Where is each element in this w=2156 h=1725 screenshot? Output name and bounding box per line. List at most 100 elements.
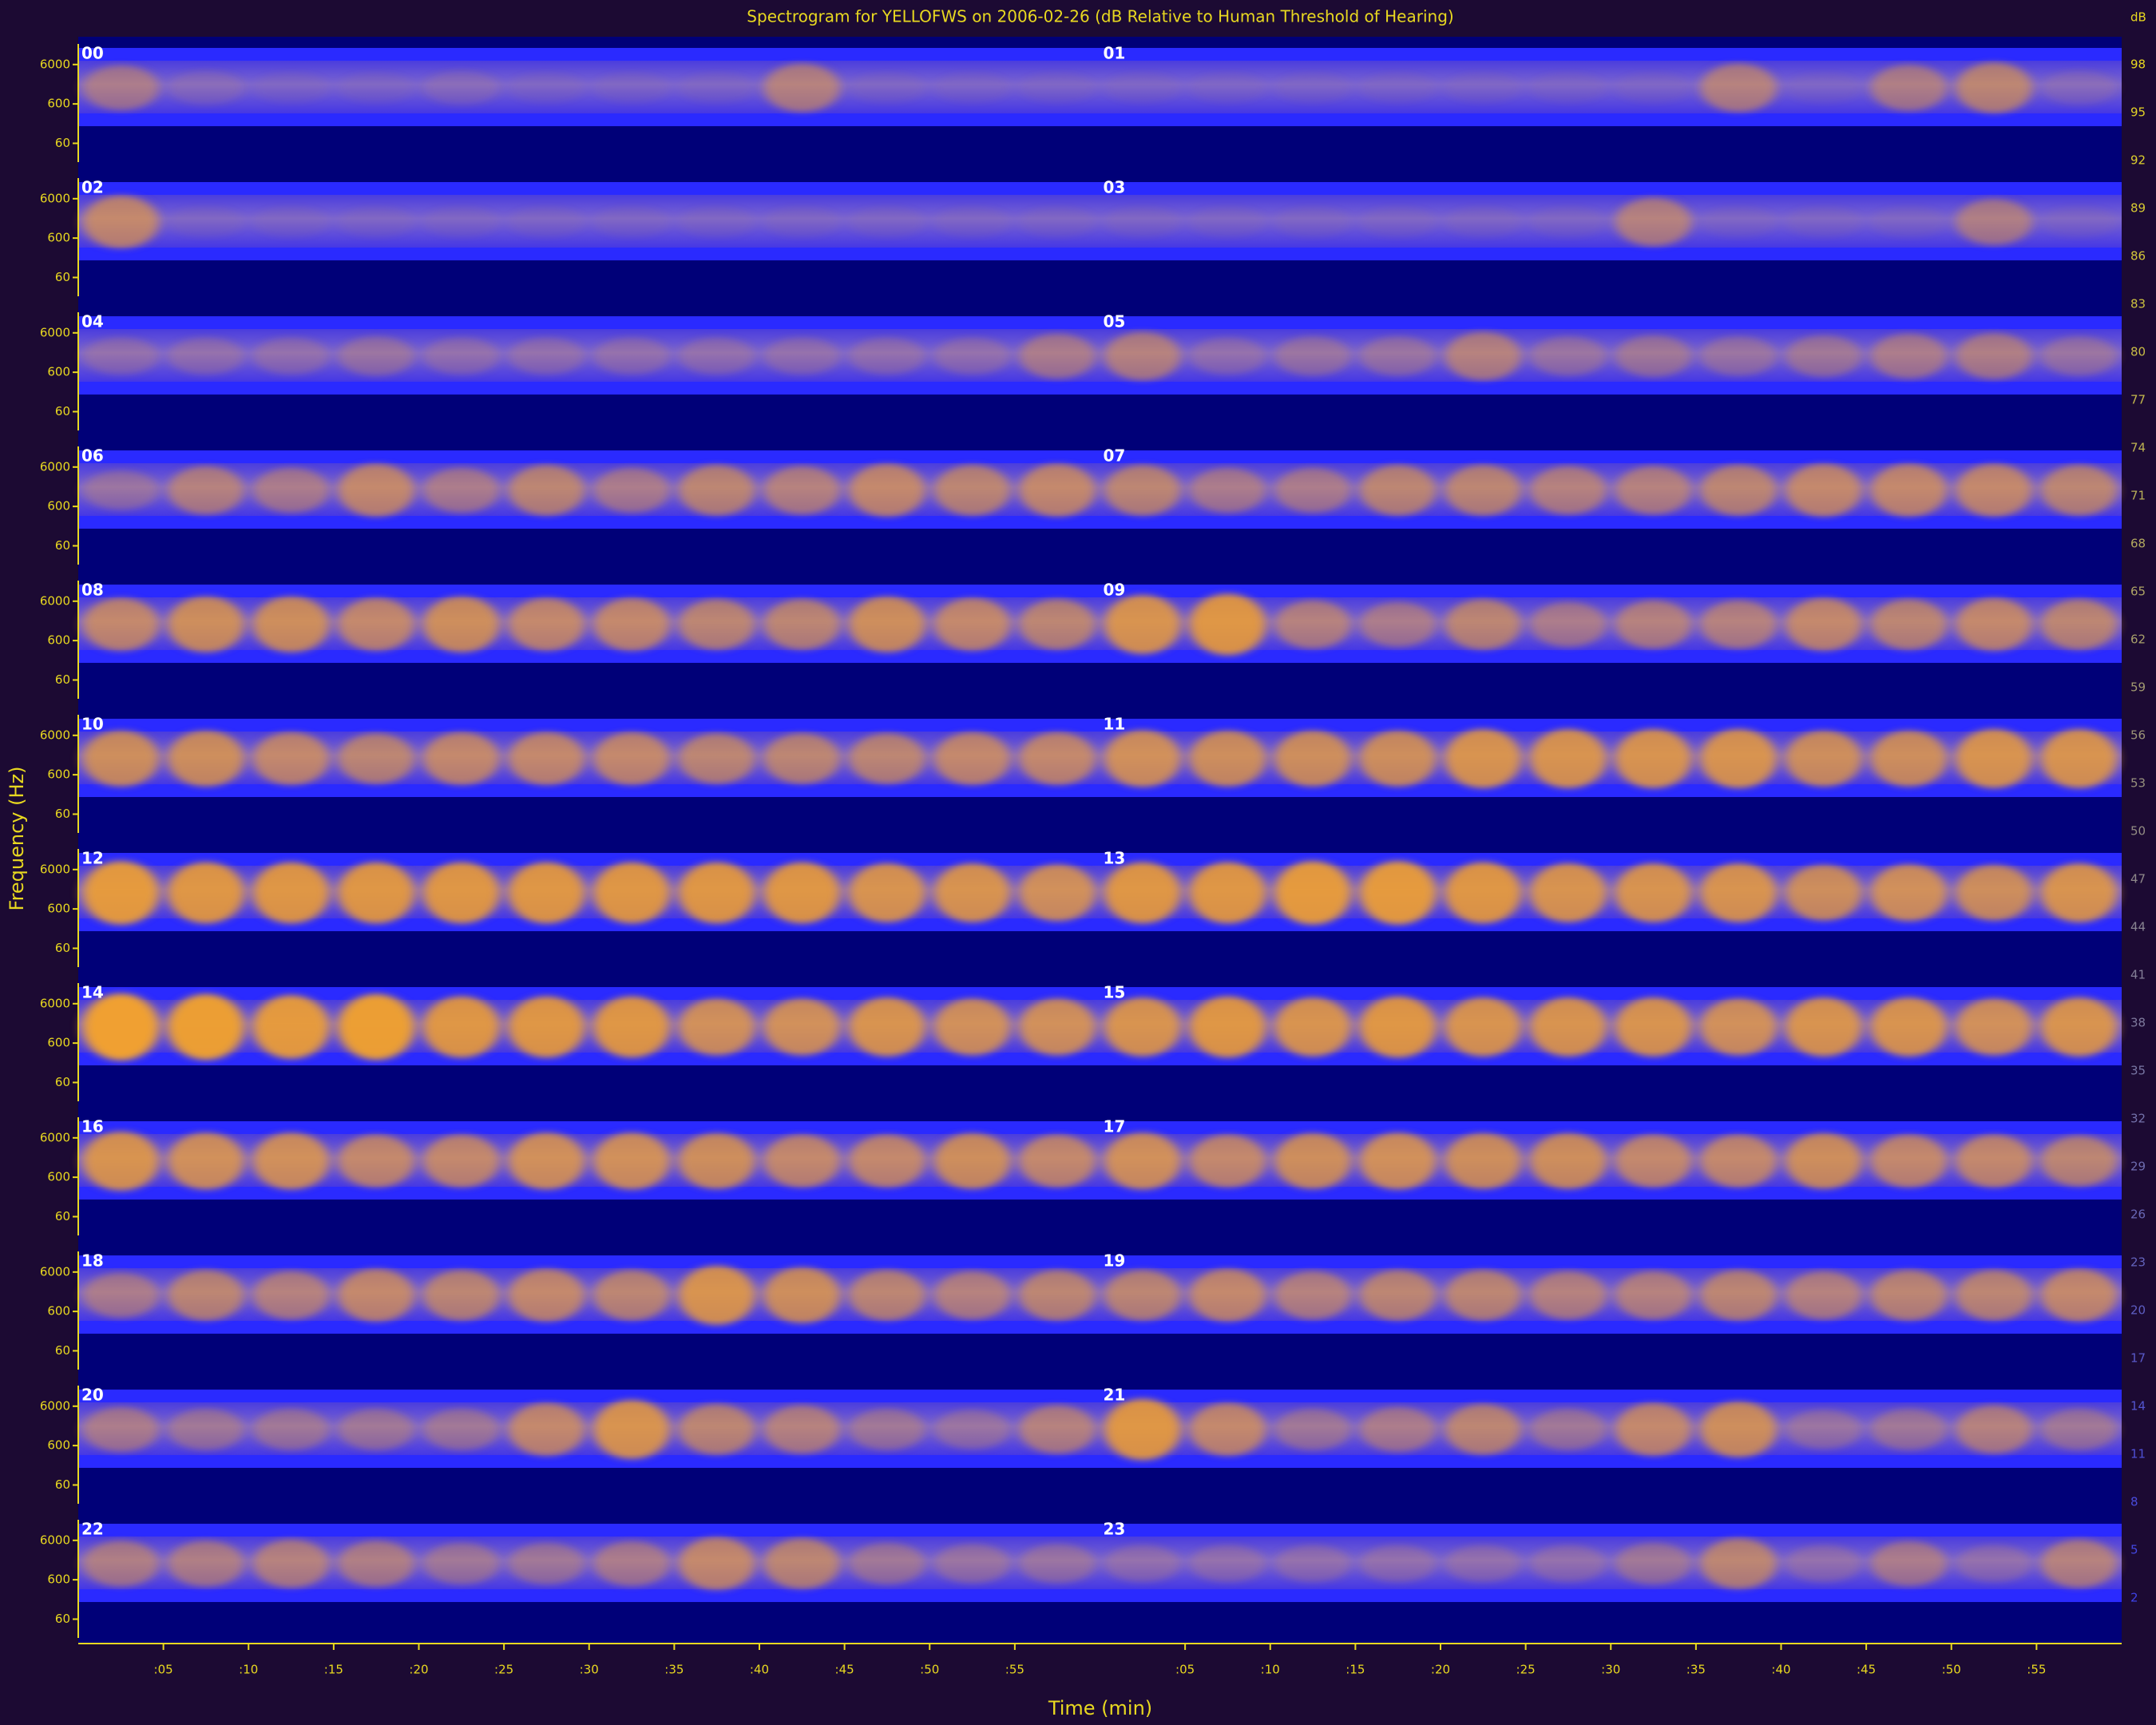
- activity-blob: [508, 597, 585, 652]
- x-tick-label: :55: [2027, 1663, 2046, 1677]
- activity-blob: [1274, 72, 1352, 104]
- spectral-band-core: [78, 597, 2122, 650]
- x-tick-label: :30: [1601, 1663, 1620, 1677]
- spectral-band-core: [78, 1537, 2122, 1589]
- activity-blob: [933, 597, 1011, 652]
- hour-label: 05: [1104, 312, 1126, 331]
- activity-blob: [167, 70, 244, 105]
- activity-blob: [82, 1406, 160, 1453]
- activity-blob: [678, 72, 755, 104]
- activity-blob: [1700, 1270, 1778, 1321]
- hour-label: 18: [81, 1251, 104, 1271]
- activity-blob: [167, 1408, 244, 1451]
- activity-blob: [848, 72, 925, 104]
- x-tick-label: :20: [1431, 1663, 1450, 1677]
- hour-label: 11: [1104, 715, 1126, 734]
- colorbar-tick-label: 29: [2130, 1160, 2146, 1174]
- activity-blob: [1956, 1270, 2033, 1321]
- activity-blob: [1019, 1134, 1096, 1188]
- activity-blob: [1615, 197, 1692, 247]
- activity-blob: [422, 1408, 500, 1451]
- activity-blob: [848, 1408, 925, 1451]
- activity-blob: [593, 1270, 671, 1321]
- x-tick-label: :15: [324, 1663, 343, 1677]
- activity-blob: [763, 206, 841, 238]
- y-tick-label: 60: [55, 136, 70, 150]
- activity-blob: [1274, 1271, 1352, 1320]
- activity-blob: [1529, 336, 1607, 376]
- colorbar-tick-label: 71: [2130, 489, 2146, 503]
- activity-blob: [1700, 998, 1778, 1056]
- hour-label: 16: [81, 1117, 104, 1136]
- activity-blob: [848, 1542, 925, 1585]
- activity-blob: [1359, 72, 1437, 104]
- activity-blob: [1700, 600, 1778, 649]
- activity-blob: [593, 337, 671, 375]
- activity-blob: [1956, 728, 2033, 789]
- activity-blob: [933, 465, 1011, 516]
- activity-blob: [678, 733, 755, 784]
- activity-blob: [1189, 72, 1266, 104]
- activity-blob: [167, 1270, 244, 1321]
- activity-blob: [933, 862, 1011, 923]
- activity-blob: [1956, 463, 2033, 518]
- activity-blob: [1189, 1545, 1266, 1583]
- activity-blob: [1359, 996, 1437, 1058]
- activity-blob: [1019, 333, 1096, 379]
- colorbar-tick-label: 74: [2130, 441, 2146, 455]
- activity-blob: [1615, 1542, 1692, 1585]
- activity-blob: [933, 1132, 1011, 1190]
- x-tick-label: :45: [1857, 1663, 1876, 1677]
- activity-blob: [1956, 864, 2033, 922]
- activity-blob: [1615, 72, 1692, 104]
- activity-blob: [678, 206, 755, 238]
- x-axis-title: Time (min): [1048, 1697, 1152, 1719]
- x-tick-label: :35: [1686, 1663, 1706, 1677]
- colorbar-tick-label: 80: [2130, 345, 2146, 359]
- activity-blob: [1785, 1410, 1862, 1449]
- activity-blob: [508, 1402, 585, 1457]
- activity-blob: [252, 995, 330, 1059]
- activity-blob: [2040, 599, 2118, 650]
- activity-blob: [1189, 206, 1266, 238]
- activity-blob: [1785, 597, 1862, 652]
- colorbar-tick-label: 59: [2130, 680, 2146, 695]
- activity-blob: [82, 1131, 160, 1192]
- activity-blob: [1870, 1134, 1948, 1188]
- activity-blob: [2040, 1408, 2118, 1451]
- colorbar-tick-label: 41: [2130, 968, 2146, 982]
- activity-blob: [252, 1539, 330, 1588]
- hour-label: 12: [81, 849, 104, 868]
- activity-blob: [338, 1268, 415, 1322]
- activity-blob: [1104, 1545, 1181, 1583]
- activity-blob: [1104, 594, 1181, 655]
- activity-blob: [338, 1408, 415, 1451]
- y-tick-label: 600: [47, 1572, 70, 1587]
- activity-blob: [1019, 206, 1096, 238]
- activity-blob: [338, 1541, 415, 1587]
- colorbar-tick-label: 68: [2130, 537, 2146, 551]
- activity-blob: [1104, 331, 1181, 381]
- activity-blob: [1870, 1541, 1948, 1587]
- activity-blob: [1785, 463, 1862, 518]
- activity-blob: [1870, 730, 1948, 787]
- activity-blob: [82, 470, 160, 510]
- activity-blob: [848, 1134, 925, 1188]
- activity-blob: [678, 465, 755, 516]
- activity-blob: [1189, 337, 1266, 375]
- hour-label: 04: [81, 312, 104, 331]
- activity-blob: [1785, 1545, 1862, 1583]
- activity-blob: [1870, 463, 1948, 518]
- activity-blob: [1359, 1270, 1437, 1321]
- activity-blob: [763, 1134, 841, 1188]
- activity-blob: [2040, 70, 2118, 105]
- activity-blob: [1445, 1270, 1522, 1321]
- activity-blob: [1529, 997, 1607, 1057]
- spectral-band-core: [78, 329, 2122, 382]
- y-tick-label: 6000: [40, 325, 70, 339]
- activity-blob: [678, 1132, 755, 1190]
- y-tick-label: 600: [47, 633, 70, 648]
- y-tick-label: 600: [47, 499, 70, 514]
- colorbar-tick-label: 26: [2130, 1208, 2146, 1222]
- activity-blob: [1359, 336, 1437, 376]
